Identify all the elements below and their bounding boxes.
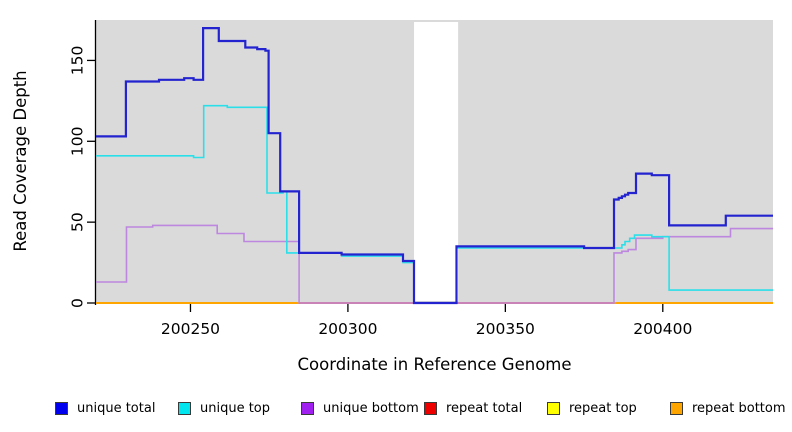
legend-label-unique-total: unique total: [77, 400, 156, 416]
legend-item-unique-total: unique total: [55, 398, 155, 418]
legend-swatch-repeat-bottom: [670, 401, 683, 415]
series-line-unique-bottom: [96, 224, 773, 304]
x-tick-label: 200400: [633, 320, 692, 338]
y-tick-label: 50: [69, 212, 87, 232]
legend-item-repeat-bottom: repeat bottom: [670, 398, 786, 418]
legend-label-repeat-total: repeat total: [446, 400, 523, 416]
legend: unique total unique top unique bottom repea…: [0, 398, 792, 422]
masked-region: [414, 22, 459, 301]
x-tick-label: 200250: [161, 320, 220, 338]
legend-swatch-unique-top: [178, 401, 191, 415]
y-axis-title: Read Coverage Depth: [11, 70, 30, 252]
legend-item-repeat-top: repeat top: [547, 398, 637, 418]
x-tick-label: 200350: [476, 320, 535, 338]
x-axis-title: Coordinate in Reference Genome: [297, 355, 572, 374]
y-tick-label: 150: [69, 46, 87, 76]
coverage-plot: 0 50 100 150 200250 200300 200350 200400: [69, 20, 773, 338]
legend-label-unique-bottom: unique bottom: [323, 400, 419, 416]
legend-swatch-unique-bottom: [301, 401, 314, 415]
legend-swatch-repeat-total: [424, 401, 437, 415]
legend-item-unique-bottom: unique bottom: [301, 398, 419, 418]
x-tick-label: 200300: [318, 320, 377, 338]
y-tick-label: 100: [69, 126, 87, 156]
legend-label-repeat-top: repeat top: [569, 400, 637, 416]
series-line-unique-top: [96, 104, 773, 304]
legend-swatch-repeat-top: [547, 401, 560, 415]
legend-item-repeat-total: repeat total: [424, 398, 522, 418]
series-line-unique-total: [96, 27, 773, 305]
legend-label-unique-top: unique top: [200, 400, 271, 416]
legend-swatch-unique-total: [55, 401, 68, 415]
y-tick-label: 0: [69, 298, 87, 308]
legend-item-unique-top: unique top: [178, 398, 270, 418]
legend-label-repeat-bottom: repeat bottom: [692, 400, 786, 416]
